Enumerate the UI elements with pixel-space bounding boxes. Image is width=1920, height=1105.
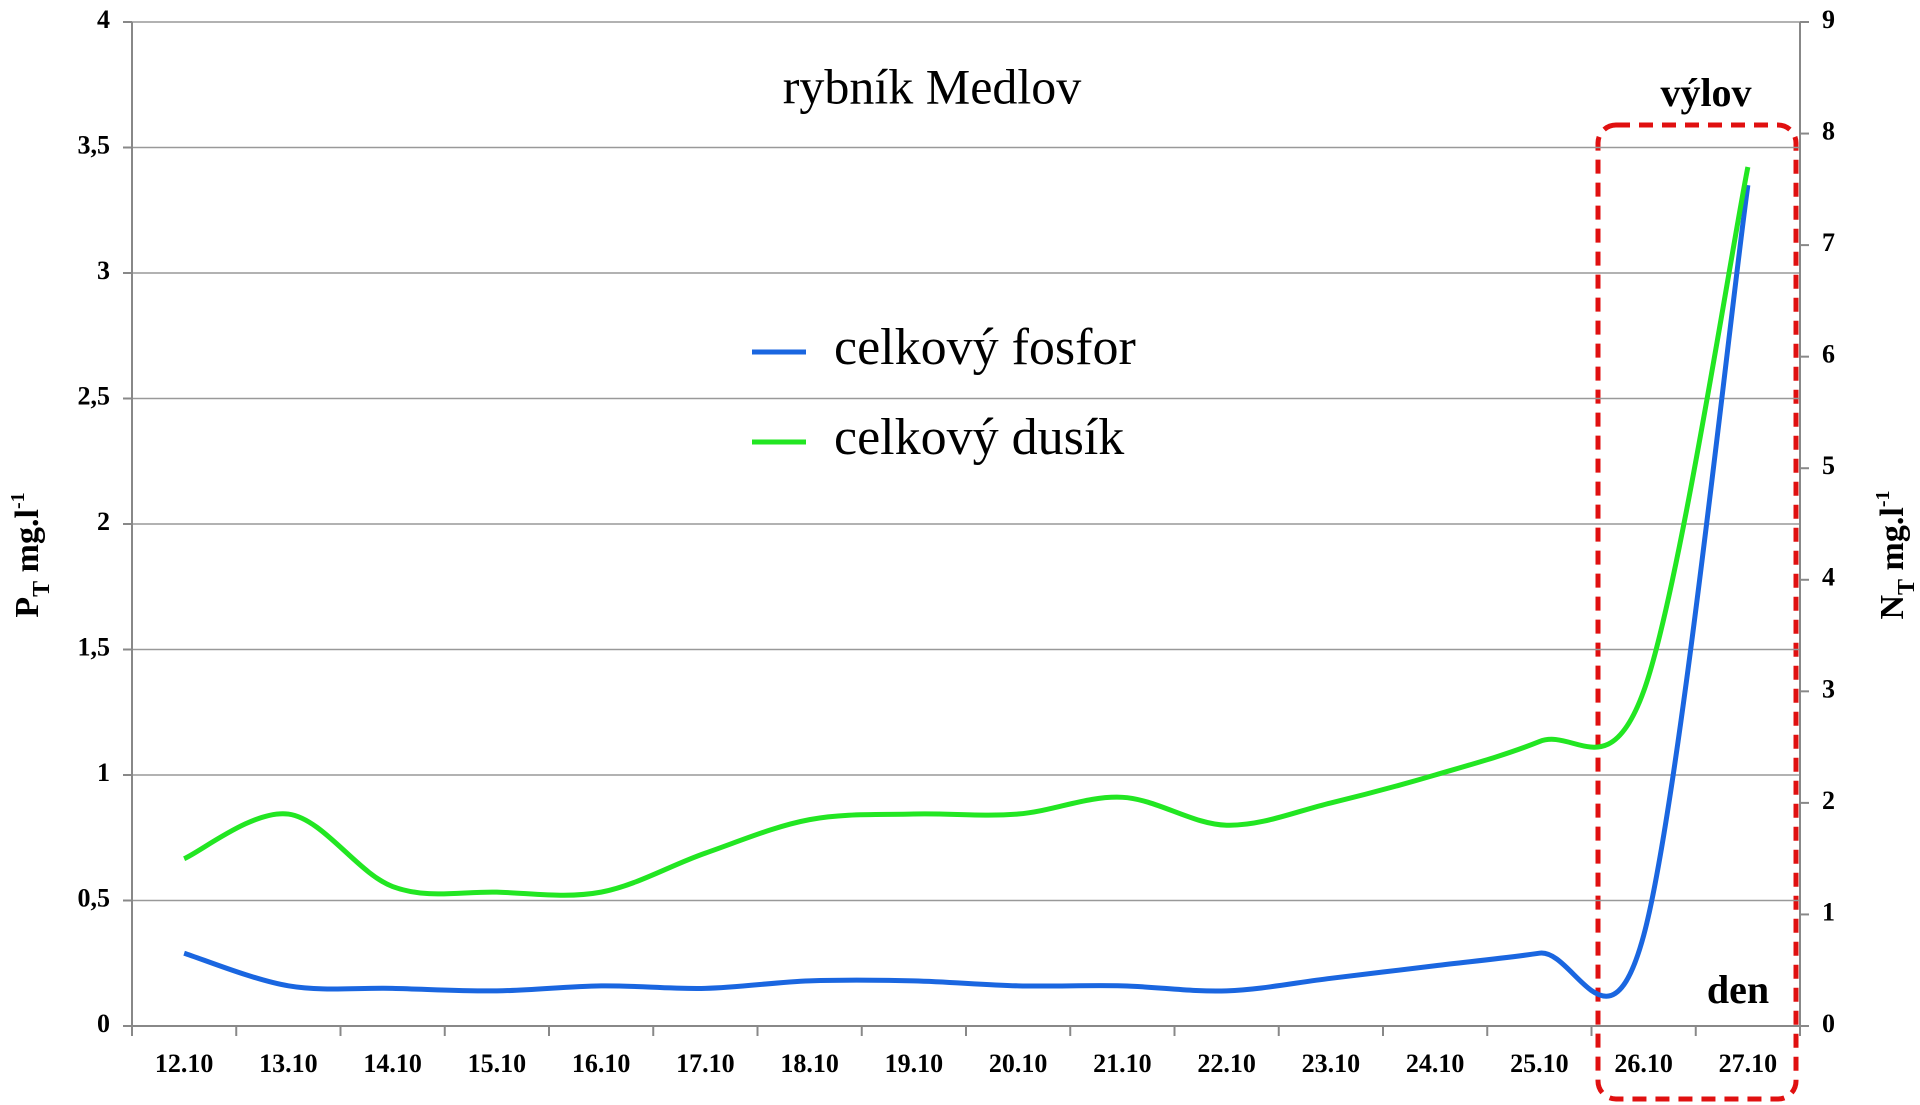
y2-tick-label: 4 — [1822, 563, 1835, 592]
y-tick-label: 1,5 — [78, 632, 111, 661]
x-tick-label: 25.10 — [1510, 1049, 1569, 1078]
legend-label: celkový fosfor — [834, 319, 1136, 376]
y2-tick-label: 9 — [1822, 5, 1835, 34]
x-tick-label: 21.10 — [1093, 1049, 1152, 1078]
y2-tick-label: 2 — [1822, 786, 1835, 815]
x-tick-label: 22.10 — [1197, 1049, 1256, 1078]
y-tick-label: 3,5 — [78, 130, 111, 159]
y-tick-label: 4 — [97, 5, 110, 34]
y2-tick-label: 1 — [1822, 897, 1835, 926]
y2-axis-label: NT mg.l-1 — [1872, 490, 1920, 619]
x-tick-label: 12.10 — [155, 1049, 214, 1078]
annotation: výlov — [1660, 70, 1751, 115]
legend-label: celkový dusík — [834, 409, 1124, 466]
y2-tick-label: 3 — [1822, 674, 1835, 703]
x-tick-label: 23.10 — [1302, 1049, 1361, 1078]
highlight-box — [1595, 122, 1799, 1102]
line-series — [183, 166, 1751, 898]
y-tick-label: 1 — [97, 758, 110, 787]
x-tick-label: 26.10 — [1614, 1049, 1673, 1078]
x-tick-label: 18.10 — [780, 1049, 839, 1078]
y2-tick-label: 0 — [1822, 1009, 1835, 1038]
y-tick-label: 3 — [97, 256, 110, 285]
y2-tick-label: 6 — [1822, 340, 1835, 369]
y-tick-label: 0,5 — [78, 883, 111, 912]
y2-tick-label: 5 — [1822, 451, 1835, 480]
y2-tick-label: 8 — [1822, 117, 1835, 146]
chart-title: rybník Medlov — [783, 58, 1082, 114]
y-axis-label: PT mg.l-1 — [7, 492, 55, 617]
x-tick-label: 14.10 — [363, 1049, 422, 1078]
x-tick-label: 19.10 — [885, 1049, 944, 1078]
x-tick-label: 13.10 — [259, 1049, 318, 1078]
y2-tick-label: 7 — [1822, 228, 1835, 257]
annotation: den — [1707, 967, 1769, 1012]
line-series — [183, 184, 1751, 999]
x-tick-label: 16.10 — [572, 1049, 631, 1078]
x-tick-label: 20.10 — [989, 1049, 1048, 1078]
x-tick-label: 27.10 — [1719, 1049, 1778, 1078]
x-tick-label: 15.10 — [468, 1049, 527, 1078]
y-tick-label: 2 — [97, 507, 110, 536]
y-tick-label: 2,5 — [78, 381, 111, 410]
x-tick-label: 24.10 — [1406, 1049, 1465, 1078]
y-tick-label: 0 — [97, 1009, 110, 1038]
x-tick-label: 17.10 — [676, 1049, 735, 1078]
